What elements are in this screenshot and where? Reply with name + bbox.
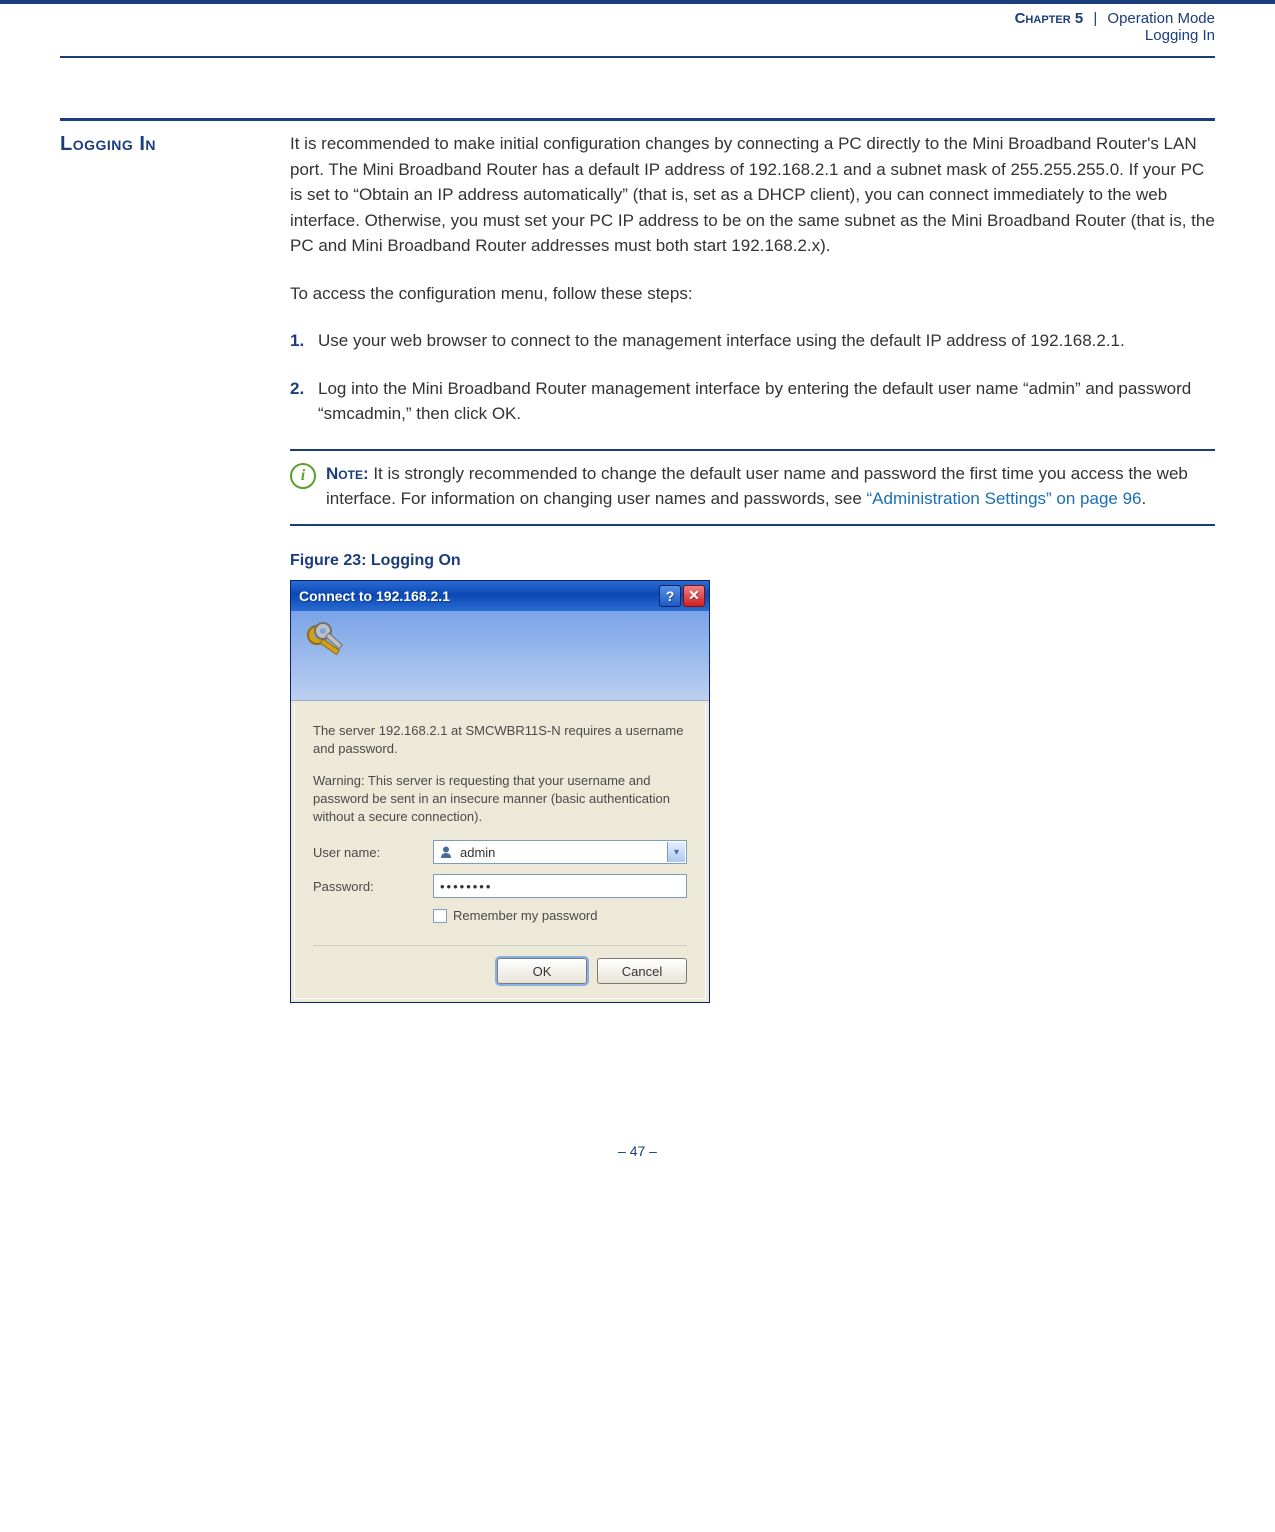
step-text: Log into the Mini Broadband Router manag… [318,376,1215,427]
keys-icon [301,619,349,667]
page-number: – 47 – [60,1143,1215,1159]
password-label: Password: [313,879,433,894]
login-dialog: Connect to 192.168.2.1 ? ✕ [290,580,710,1004]
step-number: 2. [290,376,318,427]
ok-button[interactable]: OK [497,958,587,984]
password-value: •••••••• [440,879,492,894]
step-text: Use your web browser to connect to the m… [318,328,1215,354]
cancel-button[interactable]: Cancel [597,958,687,984]
dialog-titlebar: Connect to 192.168.2.1 ? ✕ [291,581,709,611]
note-after: . [1142,489,1147,508]
chevron-down-icon[interactable]: ▾ [667,842,685,862]
steps-intro: To access the configuration menu, follow… [290,281,1215,307]
remember-checkbox[interactable] [433,909,447,923]
remember-label: Remember my password [453,908,598,923]
dialog-message-2: Warning: This server is requesting that … [313,772,687,827]
password-input[interactable]: •••••••• [433,874,687,898]
username-input[interactable]: admin ▾ [433,840,687,864]
page-header: Chapter 5 | Operation Mode Logging In [60,4,1215,52]
note-label: Note: [326,464,369,483]
note-link[interactable]: “Administration Settings” on page 96 [867,489,1142,508]
note-text: Note: It is strongly recommended to chan… [326,461,1215,512]
user-icon [438,844,454,860]
info-icon: i [290,463,316,489]
header-chapter: Chapter 5 [1015,10,1084,27]
username-label: User name: [313,845,433,860]
intro-paragraph: It is recommended to make initial config… [290,131,1215,259]
step-2: 2. Log into the Mini Broadband Router ma… [290,376,1215,427]
header-subtitle: Logging In [60,27,1215,44]
dialog-banner [291,611,709,701]
help-icon[interactable]: ? [659,585,681,607]
dialog-title: Connect to 192.168.2.1 [299,588,450,604]
dialog-message-1: The server 192.168.2.1 at SMCWBR11S-N re… [313,722,687,758]
step-1: 1. Use your web browser to connect to th… [290,328,1215,354]
step-number: 1. [290,328,318,354]
figure-caption: Figure 23: Logging On [290,552,1215,570]
header-separator: | [1093,10,1097,27]
section-heading: Logging In [60,131,290,156]
username-value: admin [460,845,495,860]
close-icon[interactable]: ✕ [683,585,705,607]
header-title: Operation Mode [1107,10,1215,27]
